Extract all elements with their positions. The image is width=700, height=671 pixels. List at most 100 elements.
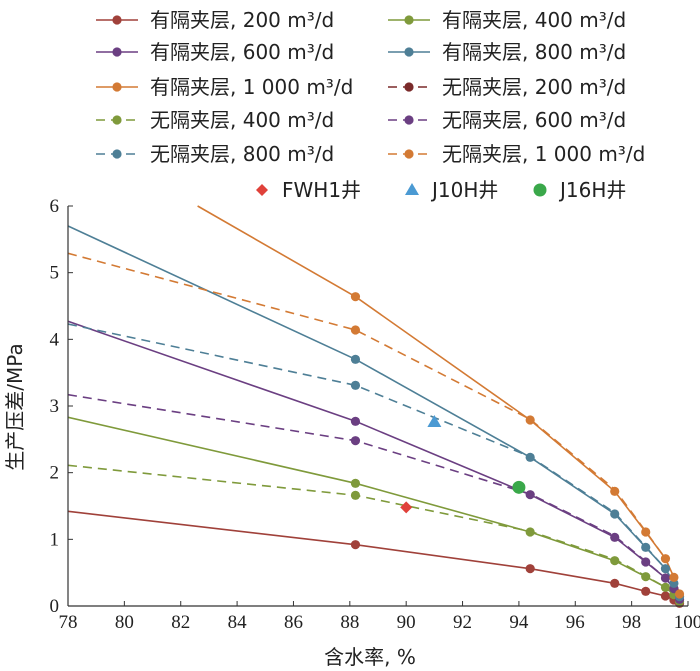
x-axis-label: 含水率, % bbox=[324, 645, 416, 669]
series-line-8 bbox=[68, 393, 681, 600]
x-tick-label: 82 bbox=[171, 612, 190, 633]
y-tick-label: 6 bbox=[50, 196, 60, 217]
series-line-1 bbox=[68, 510, 680, 604]
series-5-point bbox=[350, 292, 361, 302]
y-tick-label: 1 bbox=[50, 529, 60, 550]
legend-well-label: FWH1井 bbox=[282, 178, 361, 202]
series-line-4 bbox=[68, 225, 681, 598]
legend-well-marker bbox=[256, 184, 268, 196]
legend-marker bbox=[112, 149, 122, 159]
legend-well-label: J10H井 bbox=[430, 178, 498, 202]
legend-item-3: 有隔夹层, 600 m³/d bbox=[96, 40, 334, 64]
series-4-point bbox=[350, 354, 361, 364]
legend-well-1: FWH1井 bbox=[256, 178, 361, 202]
series-line-3 bbox=[68, 320, 681, 600]
legend-item-5: 有隔夹层, 1 000 m³/d bbox=[96, 75, 353, 99]
series-1-point bbox=[350, 540, 361, 550]
series-line-7 bbox=[68, 464, 681, 602]
legend-well-marker bbox=[533, 183, 547, 197]
legend-well-2: J10H井 bbox=[405, 178, 498, 202]
legend-marker bbox=[112, 47, 122, 57]
series-3-point bbox=[610, 532, 620, 542]
series-5-point bbox=[674, 589, 685, 599]
y-tick-label: 3 bbox=[50, 396, 60, 417]
series-line-10 bbox=[68, 252, 681, 595]
y-tick-label: 5 bbox=[50, 263, 60, 284]
x-tick-label: 86 bbox=[284, 612, 303, 633]
y-tick-label: 4 bbox=[50, 329, 60, 350]
series-5-point bbox=[641, 527, 651, 537]
series-1-point bbox=[610, 578, 620, 588]
x-tick-label: 78 bbox=[59, 612, 78, 633]
legend-well-marker bbox=[405, 183, 419, 195]
series-1-point bbox=[525, 564, 535, 574]
legend-label: 有隔夹层, 600 m³/d bbox=[150, 40, 334, 64]
legend-well-label: J16H井 bbox=[558, 178, 626, 202]
series-4-point bbox=[610, 509, 620, 519]
series-5-point bbox=[525, 415, 535, 425]
series-3-point bbox=[660, 573, 671, 583]
legend-item-2: 有隔夹层, 400 m³/d bbox=[388, 8, 626, 32]
x-tick-label: 90 bbox=[397, 612, 416, 633]
legend-item-6: 无隔夹层, 200 m³/d bbox=[388, 75, 626, 99]
legend-marker bbox=[112, 115, 122, 125]
legend: 有隔夹层, 200 m³/d 有隔夹层, 400 m³/d 有隔夹层, 600 m³… bbox=[96, 8, 645, 202]
legend-label: 无隔夹层, 600 m³/d bbox=[442, 108, 626, 132]
y-tick-label: 0 bbox=[50, 596, 60, 617]
legend-well-3: J16H井 bbox=[533, 178, 626, 202]
legend-label: 有隔夹层, 800 m³/d bbox=[442, 40, 626, 64]
x-tick-label: 88 bbox=[340, 612, 359, 633]
legend-item-9: 无隔夹层, 800 m³/d bbox=[96, 142, 334, 166]
series-5-point bbox=[669, 572, 679, 582]
series-4-point bbox=[641, 542, 651, 552]
legend-item-8: 无隔夹层, 600 m³/d bbox=[388, 108, 626, 132]
legend-label: 有隔夹层, 1 000 m³/d bbox=[150, 75, 353, 99]
well-point-3 bbox=[512, 480, 526, 494]
series-7-point bbox=[350, 490, 361, 500]
series-4-point bbox=[660, 564, 671, 574]
legend-label: 无隔夹层, 200 m³/d bbox=[442, 75, 626, 99]
legend-marker bbox=[404, 82, 414, 92]
x-tick-label: 84 bbox=[228, 612, 248, 633]
series-4-point bbox=[525, 452, 535, 462]
series-line-5 bbox=[197, 205, 681, 595]
series-3-point bbox=[641, 557, 651, 567]
legend-marker bbox=[404, 115, 414, 125]
series-line-2 bbox=[68, 416, 681, 602]
legend-marker bbox=[404, 149, 414, 159]
legend-label: 有隔夹层, 200 m³/d bbox=[150, 8, 334, 32]
plot-area bbox=[68, 205, 685, 608]
series-10-point bbox=[350, 325, 361, 335]
legend-label: 无隔夹层, 1 000 m³/d bbox=[442, 142, 645, 166]
series-1-point bbox=[641, 586, 651, 596]
series-8-point bbox=[350, 436, 361, 446]
well-point-1 bbox=[400, 501, 413, 514]
legend-item-1: 有隔夹层, 200 m³/d bbox=[96, 8, 334, 32]
well-point-2 bbox=[427, 415, 442, 427]
series-3-point bbox=[350, 416, 361, 426]
legend-label: 无隔夹层, 800 m³/d bbox=[150, 142, 334, 166]
series-9-point bbox=[350, 380, 361, 390]
series-2-point bbox=[660, 582, 671, 592]
legend-marker bbox=[404, 47, 414, 57]
x-tick-label: 100 bbox=[674, 612, 700, 633]
series-2-point bbox=[610, 556, 620, 566]
legend-marker bbox=[112, 82, 122, 92]
legend-item-4: 有隔夹层, 800 m³/d bbox=[388, 40, 626, 64]
x-tick-label: 98 bbox=[622, 612, 641, 633]
series-1-point bbox=[660, 591, 671, 601]
axes: 78 80 82 84 86 88 90 92 94 96 98 100 0 1 2 3 4 5 6 bbox=[50, 196, 700, 633]
x-tick-label: 92 bbox=[453, 612, 472, 633]
series-5-point bbox=[660, 554, 671, 564]
series-5-point bbox=[610, 486, 620, 496]
series-2-point bbox=[525, 527, 535, 537]
legend-item-10: 无隔夹层, 1 000 m³/d bbox=[388, 142, 645, 166]
series-3-point bbox=[525, 490, 535, 500]
x-tick-label: 80 bbox=[115, 612, 134, 633]
legend-label: 无隔夹层, 400 m³/d bbox=[150, 108, 334, 132]
legend-label: 有隔夹层, 400 m³/d bbox=[442, 8, 626, 32]
y-axis-label: 生产压差/MPa bbox=[3, 343, 27, 470]
legend-marker bbox=[404, 15, 414, 25]
legend-marker bbox=[112, 15, 122, 25]
